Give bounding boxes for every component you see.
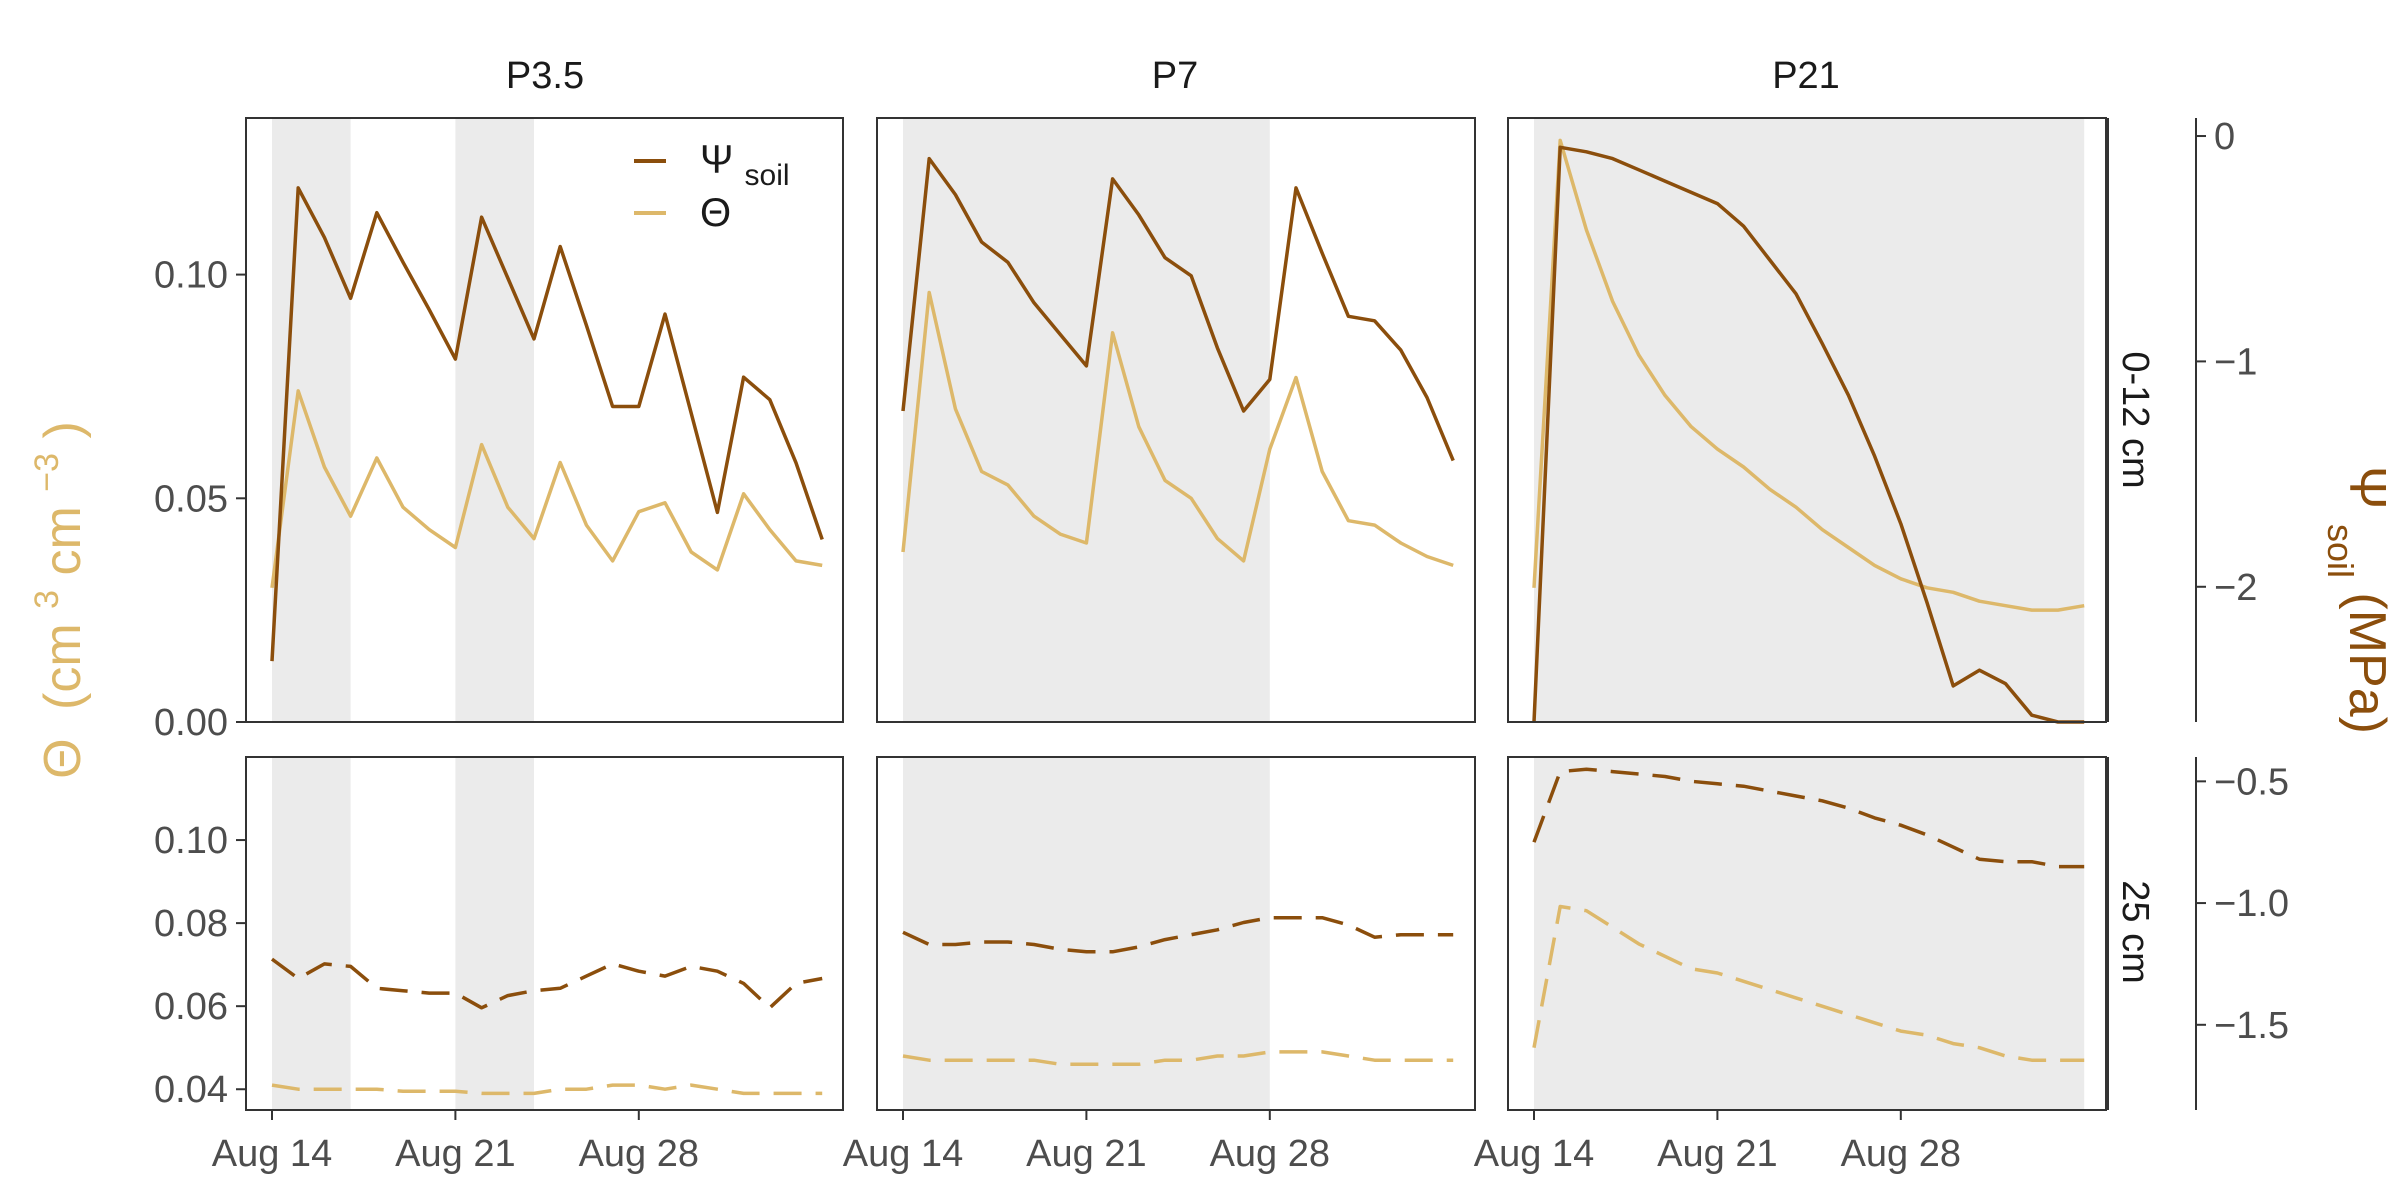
x-tick-label: Aug 21	[395, 1133, 515, 1175]
right-tick-label: −1.0	[2214, 883, 2289, 925]
x-tick-label: Aug 21	[1026, 1133, 1146, 1175]
panel-frame-P3.5-top	[245, 117, 844, 723]
panel-frame-P7-top	[876, 117, 1476, 723]
x-tick-label: Aug 14	[1474, 1133, 1594, 1175]
right-tick-label: −1.5	[2214, 1005, 2289, 1047]
left-tick-label: 0.06	[154, 986, 228, 1028]
facet-label-p3.5: P3.5	[506, 55, 584, 97]
shaded-period-P7-bottom-0	[903, 757, 1270, 1110]
psi-line-P7-bottom	[902, 915, 1454, 954]
legend-theta-label: Θ	[700, 191, 731, 235]
shaded-period-P21-bottom-0	[1534, 757, 2085, 1110]
x-tick-label: Aug 28	[579, 1133, 699, 1175]
x-tick-label: Aug 28	[1210, 1133, 1330, 1175]
right-axis-title-symbol: Ψ	[2338, 466, 2396, 509]
left-tick-label: 0.10	[154, 820, 228, 862]
x-tick-label: Aug 21	[1657, 1133, 1777, 1175]
psi-line-P21-bottom	[1532, 767, 2085, 869]
left-axis-title-units: (cm	[34, 623, 92, 710]
left-tick-label: 0.00	[154, 702, 228, 744]
right-tick-label: −0.5	[2214, 761, 2289, 803]
right-tick-label: −2	[2214, 567, 2257, 609]
theta-line-P3.5-top	[270, 389, 823, 589]
theta-line-P7-bottom	[902, 1050, 1454, 1067]
panel-frame-P7-bottom	[876, 756, 1476, 1111]
left-tick-label: 0.05	[154, 478, 228, 520]
facet-label-p21: P21	[1772, 55, 1840, 97]
right-tick-label: −1	[2214, 341, 2257, 383]
shaded-period-P3.5-bottom-1	[455, 757, 534, 1110]
shaded-period-P3.5-top-1	[455, 118, 534, 722]
theta-line-P7-top	[901, 290, 1454, 568]
right-axis-title-sub: soil	[2320, 524, 2361, 578]
left-axis-title-sup2: −3	[28, 453, 66, 492]
shaded-period-P21-top-0	[1534, 118, 2085, 722]
left-tick-label: 0.08	[154, 903, 228, 945]
psi-line-P21-top	[1532, 145, 2085, 724]
left-tick-label: 0.04	[154, 1069, 228, 1111]
row-label-25cm: 25 cm	[2114, 880, 2156, 983]
legend-psi-symbol: Ψ	[700, 138, 733, 182]
panel-frame-P3.5-bottom	[245, 756, 844, 1111]
legend: Ψ soil Θ	[634, 138, 790, 235]
theta-line-P21-bottom	[1532, 904, 2085, 1062]
x-tick-label: Aug 28	[1841, 1133, 1961, 1175]
legend-psi-label: Ψ soil	[700, 138, 790, 192]
right-axis-title-units: (MPa)	[2338, 592, 2396, 734]
chart-layer: 0.00 0.05 0.10 0.04 0.06 0.08 0.10 Aug 14 Aug 21…	[154, 116, 2289, 1175]
facet-label-p7: P7	[1152, 55, 1198, 97]
right-axis-title: Ψ soil (MPa)	[2316, 466, 2396, 734]
shaded-period-P7-top-0	[903, 118, 1270, 722]
theta-line-P21-top	[1532, 138, 2085, 612]
left-axis-title-mid: cm	[34, 506, 92, 575]
psi-line-P7-top	[901, 156, 1455, 462]
left-axis-title: Θ (cm 3 cm −3 )	[12, 421, 92, 779]
x-tick-label: Aug 14	[843, 1133, 963, 1175]
legend-psi-sub: soil	[745, 159, 790, 192]
psi-line-P3.5-top	[270, 186, 824, 662]
row-label-0-12cm: 0-12 cm	[2114, 351, 2156, 488]
left-axis-title-sup1: 3	[28, 590, 66, 609]
left-axis-title-end: )	[34, 421, 92, 438]
theta-line-P3.5-bottom	[271, 1083, 823, 1096]
right-tick-label: 0	[2214, 116, 2235, 158]
shaded-period-P3.5-bottom-0	[272, 757, 351, 1110]
psi-line-P3.5-bottom	[270, 957, 823, 1010]
left-tick-label: 0.10	[154, 255, 228, 297]
x-tick-label: Aug 14	[212, 1133, 332, 1175]
left-axis-title-symbol: Θ	[34, 738, 92, 778]
